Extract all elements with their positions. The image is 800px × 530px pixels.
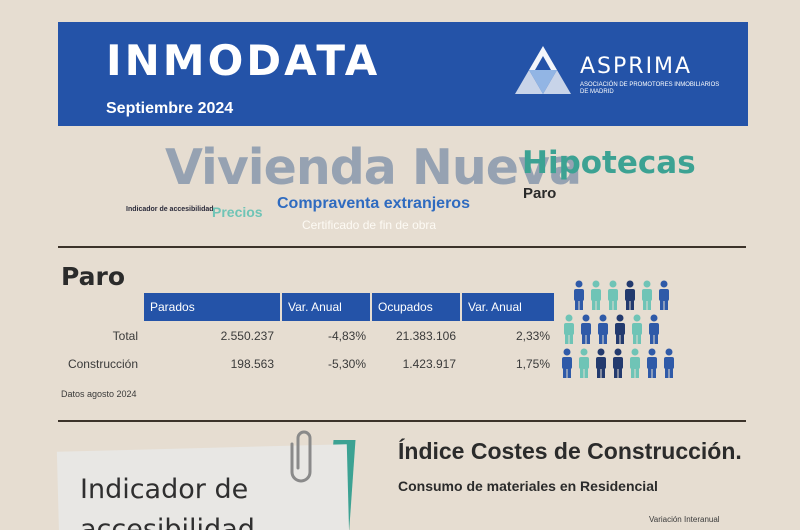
data-source-note: Datos agosto 2024 xyxy=(61,389,137,399)
paro-heading: Paro xyxy=(61,262,126,291)
issue-date: Septiembre 2024 xyxy=(106,100,234,117)
row-label-construccion: Construcción xyxy=(67,357,138,371)
indicador-card-title: Indicador de accesibilidad xyxy=(80,474,255,530)
topic-vivienda-nueva[interactable]: Vivienda Nueva xyxy=(165,139,582,196)
cell-total-ocupados: 21.383.106 xyxy=(395,329,456,343)
col-header-ocupados: Ocupados xyxy=(372,293,460,321)
cell-total-var-ocupados: 2,33% xyxy=(515,329,550,343)
variacion-label: Variación Interanual xyxy=(649,515,720,524)
section-divider xyxy=(58,246,746,248)
cell-construccion-var-ocupados: 1,75% xyxy=(515,357,550,371)
cell-total-parados: 2.550.237 xyxy=(220,329,274,343)
topic-hipotecas[interactable]: Hipotecas xyxy=(522,145,696,181)
section-divider xyxy=(58,420,746,422)
costes-title: Índice Costes de Construcción. xyxy=(398,438,742,464)
topic-precios[interactable]: Precios xyxy=(212,204,263,220)
logo-name: ASPRIMA xyxy=(580,54,693,79)
costes-subtitle: Consumo de materiales en Residencial xyxy=(398,478,658,494)
cell-total-var-parados: -4,83% xyxy=(327,329,366,343)
topic-compraventa-extranjeros[interactable]: Compraventa extranjeros xyxy=(277,195,470,212)
page-title: INMODATA xyxy=(106,36,381,85)
people-group-icon xyxy=(562,280,674,378)
topic-indicador-accesibilidad[interactable]: Indicador de accesibilidad xyxy=(126,206,214,213)
asprima-logo-icon xyxy=(515,46,571,94)
col-header-var-anual-parados: Var. Anual xyxy=(282,293,370,321)
topic-certificado-fin-obra[interactable]: Certificado de fin de obra xyxy=(302,218,437,232)
col-header-var-anual-ocupados: Var. Anual xyxy=(462,293,554,321)
logo-tagline: ASOCIACIÓN DE PROMOTORES INMOBILIARIOS D… xyxy=(580,82,720,95)
cell-construccion-parados: 198.563 xyxy=(230,357,274,371)
col-header-parados: Parados xyxy=(144,293,280,321)
topic-paro[interactable]: Paro xyxy=(523,185,557,202)
cell-construccion-var-parados: -5,30% xyxy=(327,357,366,371)
row-label-total: Total xyxy=(112,329,138,343)
paperclip-icon xyxy=(290,430,312,483)
cell-construccion-ocupados: 1.423.917 xyxy=(402,357,456,371)
header-banner: INMODATA Septiembre 2024 ASPRIMA ASOCIAC… xyxy=(58,22,748,126)
